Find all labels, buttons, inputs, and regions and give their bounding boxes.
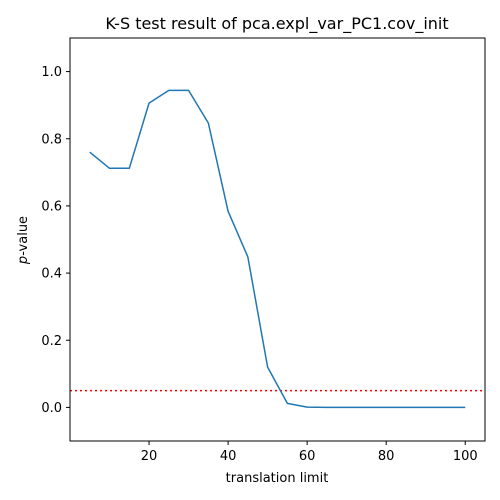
y-axis-label: p-value xyxy=(16,216,31,265)
x-axis-label: translation limit xyxy=(226,471,329,486)
chart-title: K-S test result of pca.expl_var_PC1.cov_… xyxy=(105,14,448,34)
x-tick-label: 100 xyxy=(453,449,478,464)
y-axis-label-italic: p xyxy=(16,256,31,265)
y-axis-label-rest: -value xyxy=(16,216,31,256)
y-tick-label: 0.6 xyxy=(41,199,62,214)
y-tick-label: 1.0 xyxy=(41,65,62,80)
y-tick-label: 0.2 xyxy=(41,334,62,349)
y-tick-label: 0.0 xyxy=(41,401,62,416)
y-tick-label: 0.4 xyxy=(41,267,62,282)
plot-frame xyxy=(69,37,486,442)
x-tick-label: 60 xyxy=(299,449,316,464)
series-line-0 xyxy=(89,89,466,409)
x-tick-label: 20 xyxy=(141,449,158,464)
y-axis: 0.0 0.2 0.4 0.6 0.8 1.0 xyxy=(41,65,70,416)
x-axis: 20 40 60 80 100 xyxy=(141,441,478,464)
y-tick-label: 0.8 xyxy=(41,132,62,147)
x-tick-label: 40 xyxy=(220,449,237,464)
x-tick-label: 80 xyxy=(378,449,395,464)
plot-area xyxy=(69,37,486,442)
